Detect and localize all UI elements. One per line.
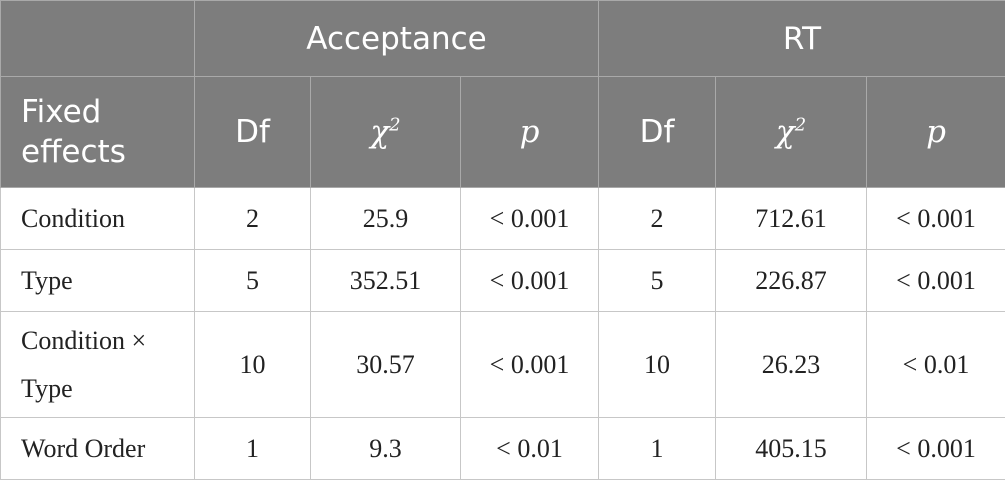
header-rt-df: Df <box>598 76 717 188</box>
rt-p-cell: < 0.01 <box>866 311 1005 418</box>
header-empty-cell <box>0 0 195 77</box>
rt-chi-cell: 405.15 <box>715 417 868 480</box>
header-fixed-effects: Fixed effects <box>0 76 195 188</box>
rt-p-cell: < 0.001 <box>866 187 1005 250</box>
header-rt: RT <box>598 0 1005 77</box>
acc-p-cell: < 0.01 <box>459 417 600 480</box>
rt-df-cell: 1 <box>598 417 717 480</box>
header-rt-chi: χ2 <box>715 76 868 188</box>
acc-chi-cell: 25.9 <box>310 187 461 250</box>
chi-symbol: χ <box>370 114 390 150</box>
rt-df-cell: 10 <box>598 311 717 418</box>
acc-chi-cell: 30.57 <box>310 311 461 418</box>
acc-p-cell: < 0.001 <box>459 249 600 312</box>
acc-p-cell: < 0.001 <box>459 187 600 250</box>
effect-cell: Type <box>0 249 195 312</box>
chi-superscript: 2 <box>389 114 401 136</box>
table-row: Type 5 352.51 < 0.001 5 226.87 < 0.001 <box>0 249 1005 312</box>
acc-df-cell: 1 <box>194 417 311 480</box>
results-table: Acceptance RT Fixed effects Df χ2 p Df χ… <box>0 0 1005 480</box>
rt-chi-cell: 226.87 <box>715 249 868 312</box>
acc-df-cell: 10 <box>194 311 311 418</box>
table-row: Word Order 1 9.3 < 0.01 1 405.15 < 0.001 <box>0 417 1005 480</box>
effect-cell: Condition <box>0 187 195 250</box>
header-group-row: Acceptance RT <box>0 0 1005 77</box>
acc-df-cell: 2 <box>194 187 311 250</box>
table-row: Condition × Type 10 30.57 < 0.001 10 26.… <box>0 311 1005 418</box>
table-body: Condition 2 25.9 < 0.001 2 712.61 < 0.00… <box>0 187 1005 480</box>
header-columns-row: Fixed effects Df χ2 p Df χ2 p <box>0 76 1005 188</box>
header-rt-p: p <box>866 76 1005 188</box>
acc-p-cell: < 0.001 <box>459 311 600 418</box>
rt-p-cell: < 0.001 <box>866 249 1005 312</box>
effect-cell: Condition × Type <box>0 311 195 418</box>
rt-df-cell: 5 <box>598 249 717 312</box>
rt-p-cell: < 0.001 <box>866 417 1005 480</box>
rt-chi-cell: 26.23 <box>715 311 868 418</box>
acc-chi-cell: 9.3 <box>310 417 461 480</box>
acc-df-cell: 5 <box>194 249 311 312</box>
chi-symbol: χ <box>775 114 795 150</box>
header-acc-chi: χ2 <box>310 76 461 188</box>
header-acc-df: Df <box>194 76 311 188</box>
header-acceptance: Acceptance <box>193 0 600 77</box>
chi-superscript: 2 <box>794 114 807 136</box>
header-acc-p: p <box>459 76 600 188</box>
table-row: Condition 2 25.9 < 0.001 2 712.61 < 0.00… <box>0 187 1005 250</box>
acc-chi-cell: 352.51 <box>310 249 461 312</box>
rt-df-cell: 2 <box>598 187 717 250</box>
effect-cell: Word Order <box>0 417 195 480</box>
table-header: Acceptance RT Fixed effects Df χ2 p Df χ… <box>0 0 1005 188</box>
rt-chi-cell: 712.61 <box>715 187 868 250</box>
